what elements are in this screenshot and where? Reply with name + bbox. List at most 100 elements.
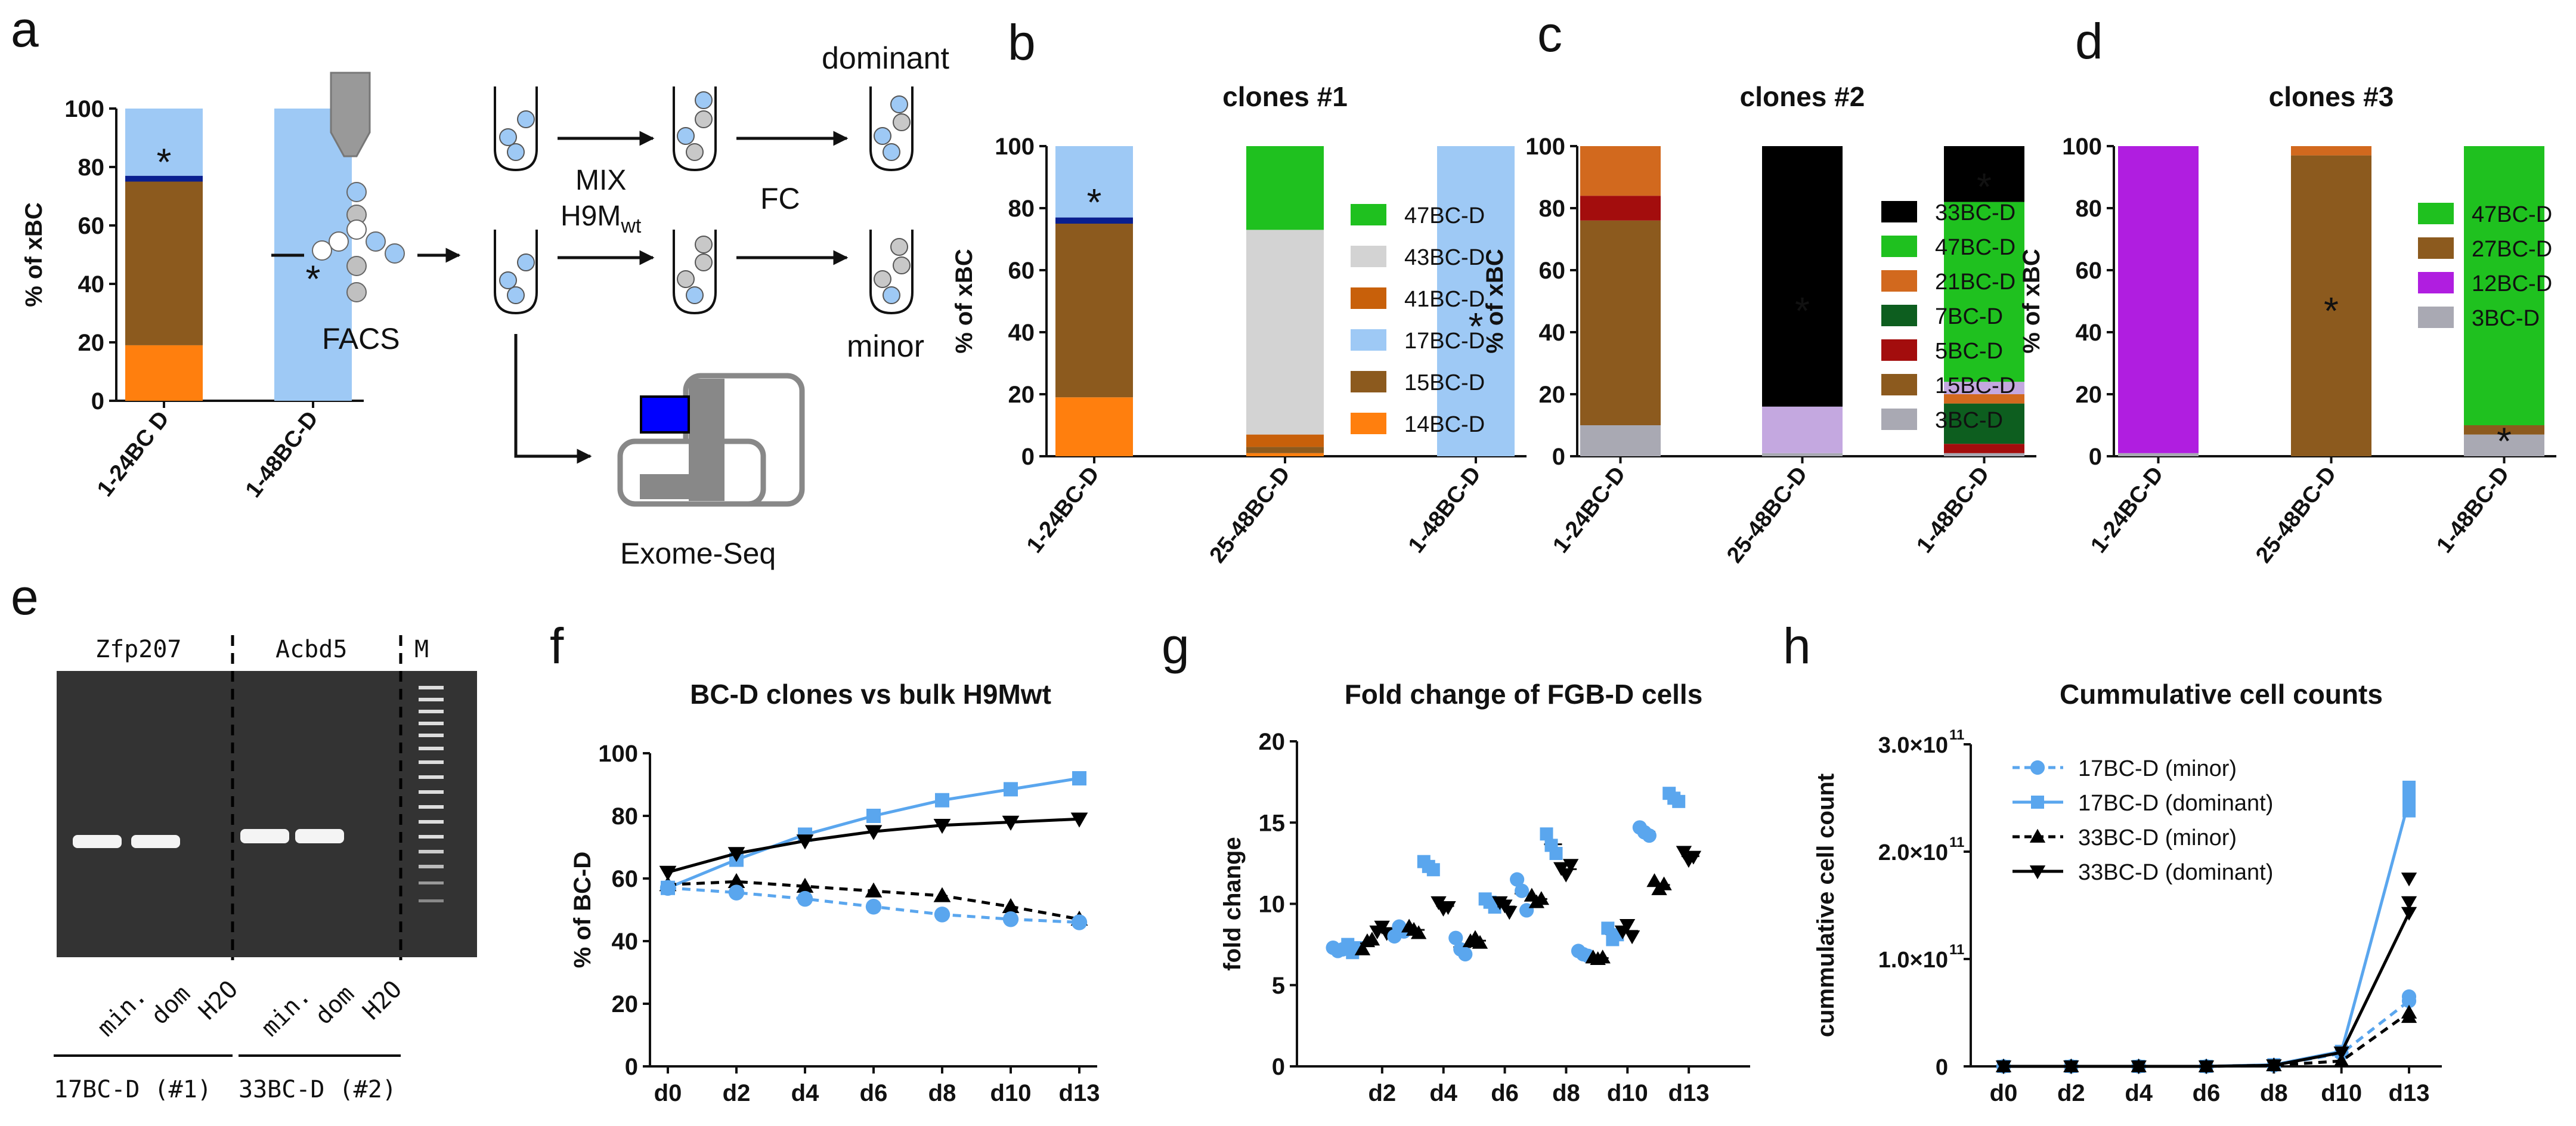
data-point (1072, 771, 1086, 785)
legend-swatch (1881, 409, 1917, 430)
data-point (2401, 907, 2417, 921)
legend-label: 17BC-D (dominant) (2078, 791, 2273, 816)
y-tick-label: 100 (598, 741, 638, 767)
bar-segment (125, 345, 203, 401)
legend-swatch (2418, 307, 2454, 328)
data-point (660, 880, 676, 896)
legend-swatch (1881, 201, 1917, 222)
x-tick-label: d2 (723, 1080, 751, 1106)
y-tick-label: 20 (1259, 729, 1286, 755)
bar-segment (1944, 453, 2024, 456)
data-point (1440, 901, 1456, 915)
data-point (2029, 828, 2046, 843)
y-tick-exponent: 11 (1949, 834, 1964, 850)
data-point (1501, 906, 1518, 920)
y-tick-label: 20 (1539, 382, 1566, 408)
data-point (2131, 1060, 2147, 1075)
y-tick-label: 100 (2062, 134, 2102, 160)
data-point (1515, 883, 1530, 898)
droplet-icon (346, 182, 367, 202)
panel-letter-g: g (1162, 618, 1190, 674)
y-tick-label: 3.0×10 (1878, 733, 1948, 758)
significance-star: * (2324, 289, 2339, 332)
panel-letter-b: b (1008, 14, 1036, 70)
data-point (1685, 850, 1702, 865)
y-tick-label: 60 (78, 213, 105, 239)
bar-segment (2118, 146, 2199, 453)
x-tick-label: 1-24BC-D (2086, 462, 2168, 558)
y-tick-label: 60 (1008, 258, 1035, 284)
y-tick-label: 40 (612, 929, 639, 955)
y-tick-label: 80 (612, 803, 639, 830)
gel-band (240, 829, 289, 843)
data-point (865, 825, 883, 840)
data-point (1672, 794, 1686, 808)
bar-segment (1246, 453, 1324, 456)
data-point (1656, 876, 1672, 890)
data-point (796, 877, 814, 893)
panel-letter-c: c (1537, 6, 1562, 62)
x-tick-label: 1-48BC-D (241, 407, 323, 503)
data-point (1533, 891, 1550, 905)
y-tick-label: 20 (78, 330, 105, 356)
marker-label: M (414, 636, 429, 663)
data-point (1410, 925, 1427, 939)
x-tick-label: d6 (1491, 1080, 1519, 1106)
y-tick-label: 0 (1552, 444, 1565, 470)
data-point (2030, 760, 2045, 775)
bar-segment (1762, 146, 1843, 407)
bar-segment (125, 109, 203, 176)
x-tick-label: 25-48BC-D (1722, 462, 1812, 568)
y-axis-label: cummulative cell count (1813, 774, 1839, 1037)
data-point (796, 834, 814, 850)
legend-label: 43BC-D (1404, 245, 1485, 270)
lane-label: min. (92, 982, 153, 1042)
legend-label: 14BC-D (1404, 412, 1485, 437)
data-point (727, 873, 745, 889)
bar-segment (1944, 146, 2024, 202)
lane-label: H2O (358, 975, 408, 1025)
x-tick-label: d10 (1607, 1080, 1648, 1106)
legend-swatch (1881, 339, 1917, 361)
y-tick-label: 15 (1259, 810, 1286, 836)
exome-seq-label: Exome-Seq (620, 537, 776, 570)
y-tick-label: 100 (995, 134, 1035, 160)
chart-c-stacked-bar: 0 20 40 60 80 100 % of xBC clones #2 1-24BC-D 25-… (1482, 81, 2036, 568)
panel-letter-e: e (11, 569, 39, 625)
tube-icon (673, 230, 717, 315)
data-point (935, 793, 949, 808)
droplet-icon (346, 219, 367, 240)
bar-segment (1580, 196, 1661, 221)
data-point (659, 865, 677, 881)
y-tick-label: 80 (78, 154, 105, 181)
y-tick-exponent: 11 (1949, 942, 1964, 958)
y-tick-label: 5 (1272, 973, 1285, 999)
y-tick-label: 40 (1008, 320, 1035, 346)
x-tick-label: 1-48BC-D (1912, 462, 1994, 558)
x-tick-label: d4 (2125, 1080, 2153, 1106)
legend-label: 33BC-D (dominant) (2078, 860, 2273, 885)
x-tick-label: d8 (1552, 1080, 1580, 1106)
gel-band (295, 829, 344, 843)
chart-b-stacked-bar: 0 20 40 60 80 100 % of xBC clones #1 1-24BC-D * 25… (951, 81, 1527, 568)
panel-letter-a: a (11, 1, 39, 57)
legend-label: 27BC-D (2472, 237, 2552, 262)
data-point (2402, 804, 2416, 818)
y-tick-label: 60 (612, 866, 639, 892)
chart-title: clones #2 (1740, 81, 1865, 112)
gene-label-zfp207: Zfp207 (95, 636, 182, 663)
bar-segment (1055, 224, 1133, 398)
data-point (1676, 846, 1692, 860)
chart-title: clones #1 (1222, 81, 1348, 112)
data-point (2401, 1009, 2417, 1023)
legend-label: 12BC-D (2472, 271, 2552, 296)
y-tick-label: 1.0×10 (1878, 948, 1948, 973)
arrow-icon (514, 334, 592, 464)
legend-label: 5BC-D (1935, 339, 2003, 364)
bar-segment (125, 181, 203, 345)
bar-segment (1762, 453, 1843, 456)
x-tick-label: d8 (928, 1080, 956, 1106)
gene-label-acbd5: Acbd5 (275, 636, 347, 663)
series-line (2004, 912, 2411, 1068)
